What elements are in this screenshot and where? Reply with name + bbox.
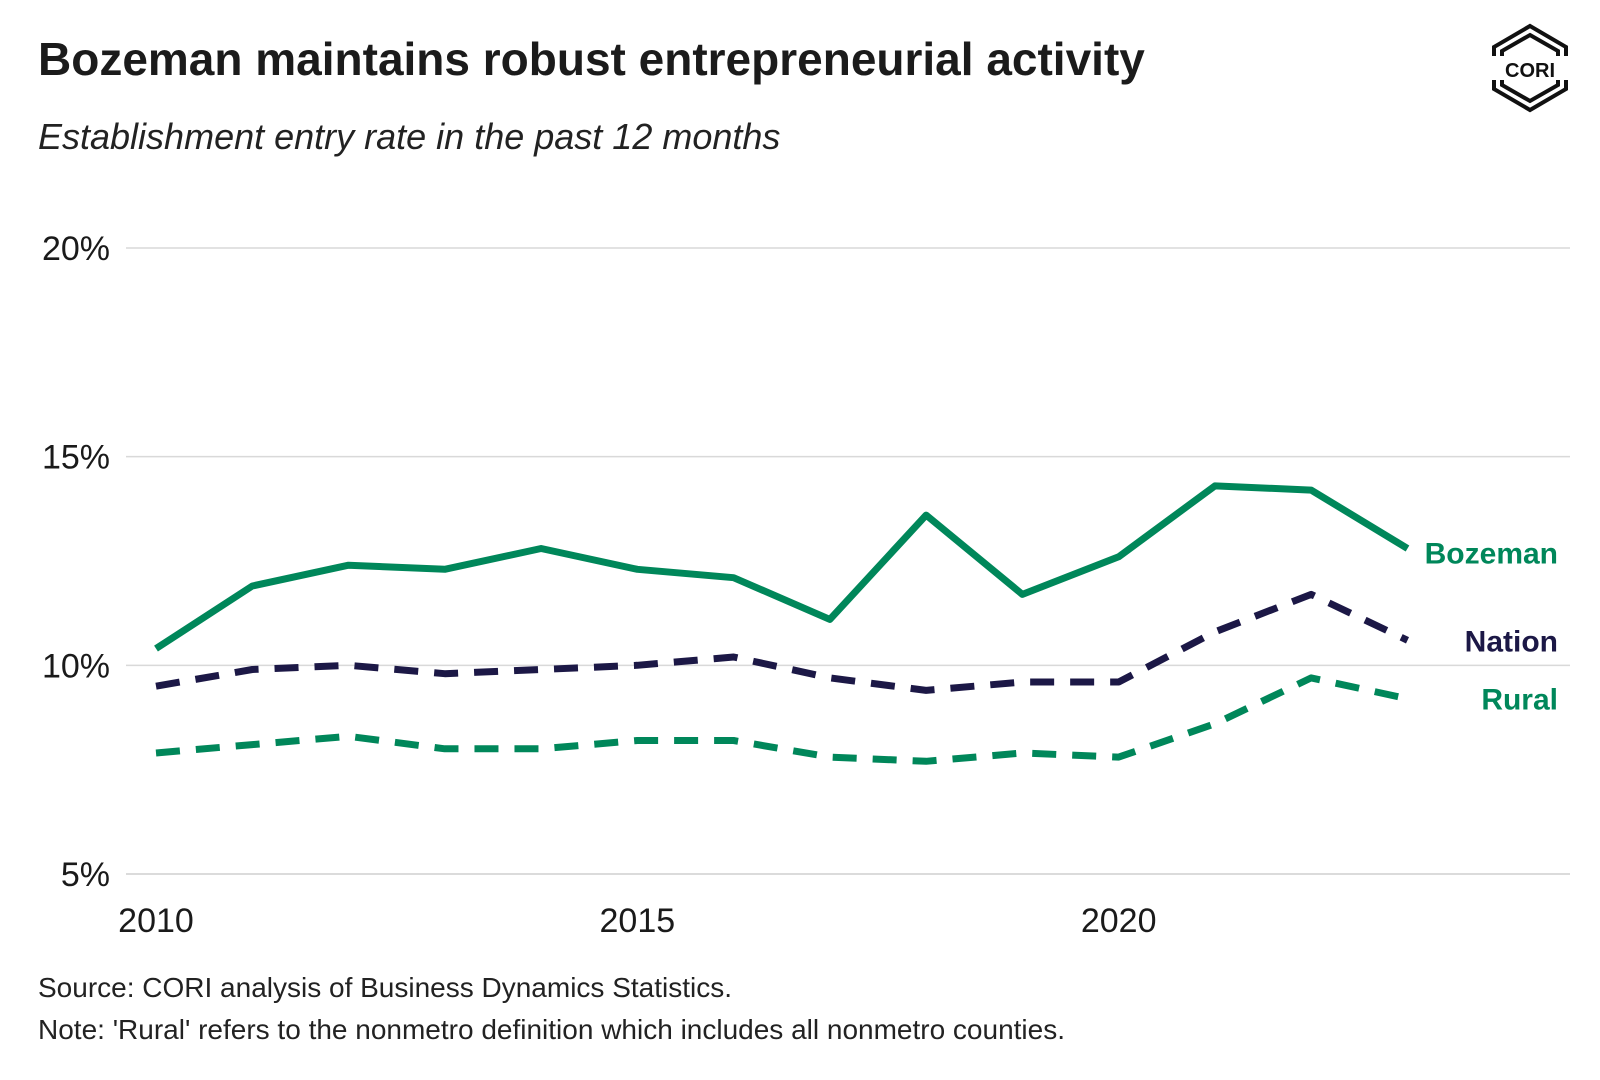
x-tick-label: 2015 xyxy=(600,902,676,940)
y-tick-label: 5% xyxy=(61,856,110,894)
line-chart: 5% 10% 15% 20% 2010 2015 2020 Bozeman Nation Ru… xyxy=(42,230,1570,940)
logo-text: CORI xyxy=(1505,60,1555,82)
y-tick-label: 20% xyxy=(42,230,110,268)
y-tick-label: 10% xyxy=(42,647,110,685)
cori-logo: CORI xyxy=(1490,23,1570,113)
series-line-rural xyxy=(155,674,1409,765)
series-line-bozeman xyxy=(154,482,1410,652)
series-line-nation xyxy=(155,590,1410,694)
source-note: Source: CORI analysis of Business Dynami… xyxy=(38,972,733,1003)
series-labels: Bozeman Nation Rural xyxy=(1425,538,1558,717)
series-label-nation: Nation xyxy=(1465,625,1558,658)
chart-subtitle: Establishment entry rate in the past 12 … xyxy=(38,116,781,157)
x-tick-label: 2020 xyxy=(1081,902,1157,940)
y-axis-ticks: 5% 10% 15% 20% xyxy=(42,230,110,894)
series-label-rural: Rural xyxy=(1481,684,1558,717)
series-label-bozeman: Bozeman xyxy=(1425,538,1558,571)
series-lines xyxy=(154,482,1410,765)
definition-note: Note: 'Rural' refers to the nonmetro def… xyxy=(38,1014,1066,1045)
y-tick-label: 15% xyxy=(42,439,110,477)
chart-title: Bozeman maintains robust entrepreneurial… xyxy=(38,33,1145,85)
grid-lines xyxy=(126,247,1570,875)
x-axis-ticks: 2010 2015 2020 xyxy=(118,902,1156,940)
x-tick-label: 2010 xyxy=(118,902,194,940)
